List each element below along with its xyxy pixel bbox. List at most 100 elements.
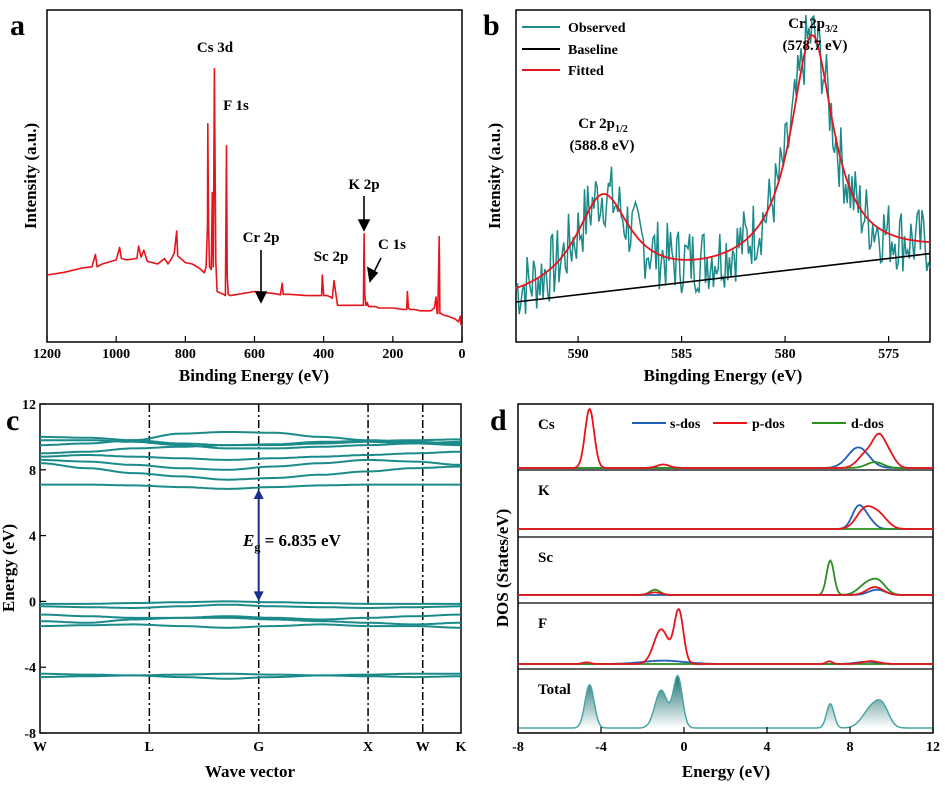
x-tick-label: 590 — [568, 347, 589, 362]
total-dos-area — [518, 675, 933, 728]
panel-b: b 590 585 580 575 Bingding Energy (eV) Inte… — [483, 9, 931, 385]
panel-d-legend: s-dos p-dos d-dos — [632, 417, 884, 432]
bandgap-symbol: E — [242, 531, 254, 550]
panel-a-x-ticks: 1200 1000 800 600 400 200 0 — [33, 336, 466, 362]
s-dos-line — [518, 504, 933, 530]
subpanel-label: Sc — [538, 550, 553, 566]
annotation-arrows — [254, 196, 382, 304]
annotation-cr2p: Cr 2p — [243, 230, 280, 246]
band-line — [40, 458, 462, 471]
annotation-cr2p32-main: Cr 2p — [788, 16, 825, 32]
y-tick-label: 12 — [22, 398, 36, 413]
band-line — [40, 431, 461, 447]
observed-line — [515, 14, 931, 315]
annotation-cr2p32: Cr 2p3/2 — [788, 16, 838, 35]
p-dos-line — [518, 607, 933, 665]
annotation-cr2p32-sub: 3/2 — [825, 24, 838, 35]
x-tick-label: 800 — [175, 347, 196, 362]
x-tick-label: 8 — [847, 740, 854, 755]
y-tick-label: -8 — [24, 727, 36, 742]
annotation-cr2p12-sub: 1/2 — [615, 124, 628, 135]
subpanel-label: Total — [538, 682, 571, 698]
panel-b-letter: b — [483, 9, 500, 42]
subpanel-label: K — [538, 483, 550, 499]
band-line — [39, 440, 461, 455]
panel-a-ylabel: Intensity (a.u.) — [21, 123, 40, 229]
kpoint-label: K — [456, 740, 467, 755]
x-tick-label: 600 — [244, 347, 265, 362]
band-line — [40, 623, 461, 629]
panel-a: a 1200 1000 800 600 400 200 0 Binding Energy (… — [10, 9, 466, 385]
p-dos-line — [518, 407, 933, 469]
bandgap-arrow — [253, 488, 264, 602]
panel-d-xlabel: Energy (eV) — [682, 762, 770, 781]
annotation-f1s: F 1s — [223, 98, 249, 114]
panel-c-ylabel: Energy (eV) — [0, 524, 18, 612]
x-tick-label: 400 — [313, 347, 334, 362]
band-line — [40, 600, 461, 605]
panel-b-x-ticks: 590 585 580 575 — [568, 336, 899, 362]
x-tick-label: 0 — [459, 347, 466, 362]
legend-baseline-label: Baseline — [568, 43, 618, 58]
bandgap-value: = 6.835 eV — [260, 531, 341, 550]
annotation-cr2p12-main: Cr 2p — [578, 116, 615, 132]
legend-d-dos-label: d-dos — [851, 417, 884, 432]
subpanel-label: F — [538, 616, 547, 632]
band-line — [39, 462, 461, 481]
band-line — [39, 616, 461, 626]
total-dos-line — [518, 674, 933, 729]
x-tick-label: 200 — [382, 347, 403, 362]
panel-d: d Cs K Sc F Total -8 -4 0 4 8 12 s-dos p-dos d-do… — [490, 403, 940, 781]
p-dos-line — [518, 586, 933, 596]
panel-d-letter: d — [490, 404, 507, 437]
panel-c-y-ticks: -8 -4 0 4 8 12 — [22, 398, 46, 742]
fitted-line — [515, 34, 931, 290]
panel-b-xlabel: Bingding Energy (eV) — [644, 366, 803, 385]
band-structure — [39, 431, 462, 680]
legend-s-dos-label: s-dos — [670, 417, 701, 432]
x-tick-label: 580 — [775, 347, 796, 362]
legend-observed-label: Observed — [568, 21, 626, 36]
annotation-cr2p32-value: (578.7 eV) — [783, 38, 848, 54]
annotation-sc2p: Sc 2p — [314, 249, 349, 265]
x-tick-label: 0 — [681, 740, 688, 755]
panel-d-frame — [517, 403, 934, 734]
x-tick-label: -8 — [512, 740, 524, 755]
panel-d-x-ticks: -8 -4 0 4 8 12 — [512, 727, 940, 755]
annotation-cs3d: Cs 3d — [197, 40, 234, 56]
kpoint-label: W — [416, 740, 430, 755]
y-tick-label: -4 — [24, 661, 36, 676]
panel-c-frame — [39, 403, 462, 734]
x-tick-label: 1000 — [102, 347, 130, 362]
annotation-k2p: K 2p — [348, 177, 379, 193]
bandgap-label: Eg = 6.835 eV — [242, 531, 342, 554]
legend-p-dos-label: p-dos — [752, 417, 785, 432]
x-tick-label: 1200 — [33, 347, 61, 362]
legend-fitted-label: Fitted — [568, 64, 604, 79]
annotation-cr2p12-value: (588.8 eV) — [570, 138, 635, 154]
panel-a-xlabel: Binding Energy (eV) — [179, 366, 329, 385]
panel-b-frame — [515, 9, 931, 343]
y-tick-label: 4 — [29, 530, 36, 545]
panel-c-xlabel: Wave vector — [205, 762, 296, 781]
band-line — [40, 672, 462, 679]
panel-d-ylabel: DOS (States/eV) — [493, 509, 512, 628]
bandgap-sub: g — [254, 540, 260, 554]
x-tick-label: 585 — [671, 347, 692, 362]
baseline-line — [515, 252, 931, 303]
x-tick-label: 4 — [764, 740, 771, 755]
panel-b-legend: Observed Baseline Fitted — [522, 21, 626, 79]
band-line — [40, 603, 461, 609]
x-tick-label: 575 — [878, 347, 899, 362]
kpoint-label: X — [363, 740, 373, 755]
panel-c: c -8 -4 0 4 8 12 W L G X W K Eg = 6.835 eV Wave ve… — [0, 398, 467, 781]
x-tick-label: -4 — [595, 740, 607, 755]
kpoint-label: L — [145, 740, 154, 755]
subpanel-label: Cs — [538, 417, 555, 433]
panel-a-letter: a — [10, 9, 25, 42]
band-line — [40, 613, 461, 621]
band-line — [40, 483, 461, 490]
annotation-c1s: C 1s — [378, 237, 406, 253]
dos-subpanels: Cs K Sc F Total — [518, 407, 933, 729]
